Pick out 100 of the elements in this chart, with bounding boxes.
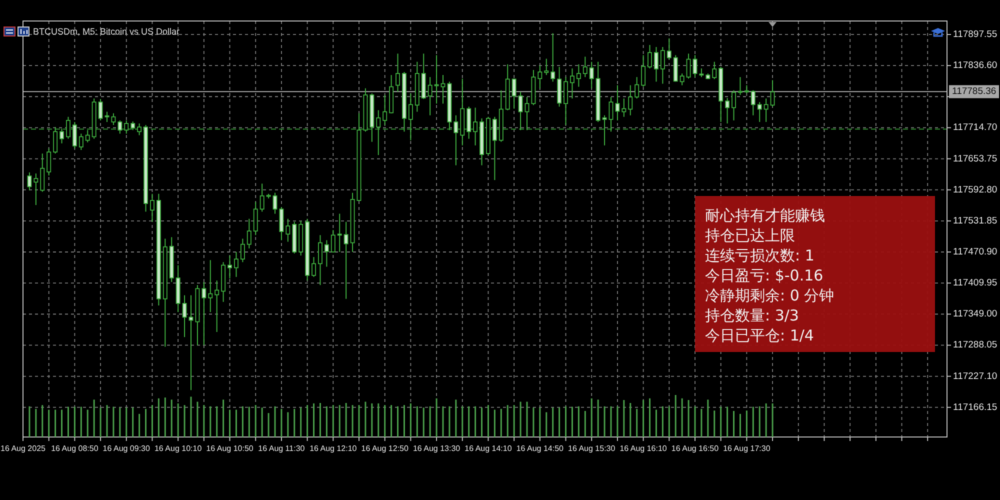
candlestick xyxy=(738,76,742,96)
text: BTCUSDm, M5: Bitcoin vs US Dollar xyxy=(33,26,180,36)
candlestick xyxy=(330,230,336,253)
candlestick xyxy=(104,111,110,122)
annotation: 持仓已达上限 xyxy=(705,226,795,244)
candlestick xyxy=(111,112,116,126)
y-tick-label: 117409.95 xyxy=(953,278,998,289)
candlestick xyxy=(344,221,348,300)
candlestick xyxy=(66,116,70,140)
candlestick xyxy=(518,91,523,131)
x-tick-label: 16 Aug 10:10 xyxy=(154,444,202,453)
candlestick xyxy=(312,256,316,278)
candlestick xyxy=(98,98,103,121)
candlestick xyxy=(137,122,142,136)
candlestick xyxy=(428,76,432,116)
candlestick xyxy=(60,128,64,144)
y-tick-label: 117836.60 xyxy=(953,60,998,72)
candlestick xyxy=(641,54,646,88)
candlestick xyxy=(85,130,90,143)
candlestick xyxy=(538,64,542,89)
candlestick xyxy=(680,73,684,86)
candlestick xyxy=(492,116,497,181)
candlestick xyxy=(589,61,594,89)
x-tick-label: 16 Aug 16:50 xyxy=(671,444,720,453)
candlestick xyxy=(770,80,775,108)
y-tick-label: 117653.75 xyxy=(953,153,998,164)
candlestick xyxy=(337,213,342,252)
candlestick xyxy=(202,282,206,346)
candlestick xyxy=(615,84,620,121)
x-tick-label: 16 Aug 16:10 xyxy=(620,444,668,453)
candlestick xyxy=(557,66,562,108)
candlestick xyxy=(576,64,581,88)
candlestick xyxy=(757,102,762,122)
candlestick xyxy=(673,54,678,82)
candlestick xyxy=(240,238,245,263)
x-tick-label: 16 Aug 13:30 xyxy=(412,444,461,453)
candlestick xyxy=(524,96,530,131)
candlestick xyxy=(750,90,756,116)
candlestick xyxy=(72,121,77,149)
candlestick xyxy=(46,148,52,176)
y-tick-label: 117227.10 xyxy=(953,370,998,382)
x-tick-label: 16 Aug 2025 xyxy=(0,444,46,453)
candlestick xyxy=(466,106,472,140)
candlestick xyxy=(40,153,45,192)
candlestick xyxy=(544,58,549,76)
candlestick xyxy=(602,114,607,146)
y-tick-label: 117470.90 xyxy=(953,246,998,258)
candlestick xyxy=(660,46,665,84)
candlestick xyxy=(150,193,154,222)
annotation: 耐心持有才能赚钱 xyxy=(705,206,825,224)
candlestick xyxy=(764,98,768,122)
candlestick xyxy=(53,126,58,154)
annotation: 连续亏损次数: 1 xyxy=(705,246,814,264)
candlestick xyxy=(260,183,264,212)
annotation: 持仓数量: 3/3 xyxy=(705,306,799,324)
candlestick xyxy=(396,53,400,92)
candlestick xyxy=(286,218,290,242)
candlestick xyxy=(324,240,329,268)
candlestick xyxy=(118,120,122,134)
y-tick-label: 117897.55 xyxy=(953,29,998,40)
candlestick xyxy=(608,96,614,132)
candlestick xyxy=(318,234,322,286)
x-tick-label: 16 Aug 12:50 xyxy=(361,444,409,453)
x-tick-label: 16 Aug 15:30 xyxy=(568,444,616,453)
candlestick xyxy=(27,172,32,191)
candlestick xyxy=(582,56,588,78)
candlestick xyxy=(214,280,220,332)
annotation: 冷静期剩余: 0 分钟 xyxy=(705,286,834,304)
candlestick xyxy=(253,201,258,236)
candlestick xyxy=(666,38,672,60)
candlestick xyxy=(188,294,194,391)
candlestick xyxy=(654,46,658,82)
annotation: 今日已平仓: 1/4 xyxy=(705,326,814,344)
candlestick xyxy=(228,255,232,279)
y-tick-label: 117349.00 xyxy=(953,308,998,320)
candlestick xyxy=(78,133,84,150)
candlestick xyxy=(272,192,278,214)
candlestick xyxy=(382,94,388,126)
candlestick xyxy=(454,114,458,166)
candlestick xyxy=(648,44,652,69)
candlestick xyxy=(692,54,698,78)
candlestick xyxy=(473,107,478,146)
ref-line-label: 117785.36 xyxy=(952,86,996,98)
candlestick xyxy=(512,78,516,110)
x-tick-label: 16 Aug 17:30 xyxy=(723,444,771,453)
candlestick xyxy=(234,251,238,278)
candlestick xyxy=(634,76,640,99)
y-tick-label: 117592.80 xyxy=(953,184,998,196)
y-tick-label: 117166.15 xyxy=(953,402,998,413)
candlestick xyxy=(376,110,381,156)
x-tick-label: 16 Aug 14:10 xyxy=(464,444,512,453)
candlestick xyxy=(550,32,556,82)
candlestick xyxy=(34,172,38,206)
candlestick xyxy=(628,84,633,116)
candlestick xyxy=(124,120,129,134)
candlestick xyxy=(408,92,413,141)
candlestick xyxy=(732,90,736,121)
candlestick xyxy=(182,294,187,338)
annotation: 今日盈亏: $-0.16 xyxy=(705,266,824,284)
y-tick-label: 117531.85 xyxy=(953,215,998,226)
